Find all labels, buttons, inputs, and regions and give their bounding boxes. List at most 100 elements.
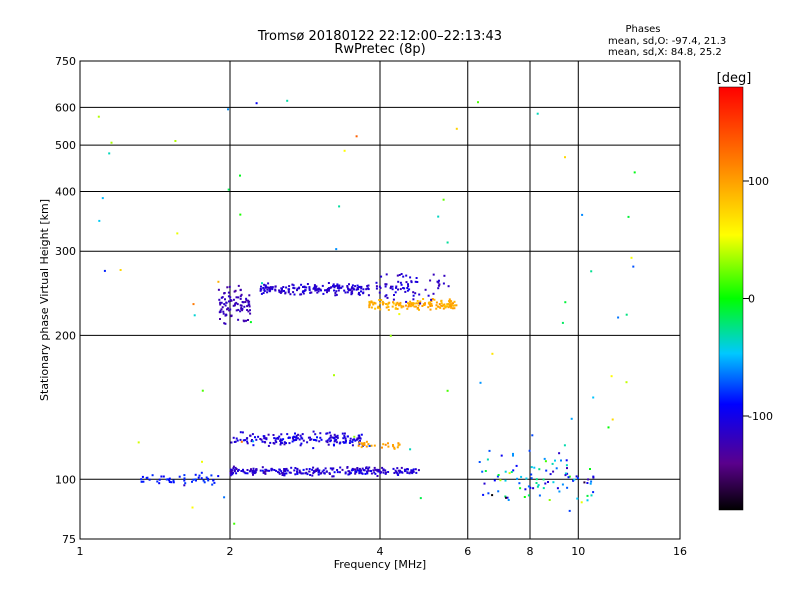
- data-point: [335, 248, 338, 251]
- data-point: [240, 293, 243, 296]
- data-point: [360, 446, 363, 449]
- data-point: [536, 485, 539, 488]
- data-point: [103, 269, 106, 272]
- data-point: [314, 289, 317, 292]
- x-tick-label: 1: [77, 545, 84, 558]
- data-point: [302, 286, 304, 288]
- data-point: [286, 433, 289, 436]
- data-point: [411, 472, 414, 475]
- data-point: [232, 304, 235, 307]
- data-point: [278, 468, 281, 471]
- data-point: [486, 458, 489, 461]
- data-point: [101, 197, 104, 200]
- data-point: [382, 471, 385, 474]
- data-point: [356, 467, 359, 469]
- data-point: [343, 432, 346, 435]
- data-point: [234, 440, 237, 443]
- data-point: [267, 282, 270, 285]
- data-point: [311, 474, 314, 477]
- data-point: [269, 441, 272, 444]
- data-point: [352, 438, 355, 441]
- data-point: [358, 467, 361, 470]
- data-point: [590, 480, 593, 483]
- data-point: [305, 468, 308, 471]
- data-point: [248, 294, 251, 297]
- data-point: [146, 476, 149, 479]
- data-point: [229, 474, 232, 477]
- data-point: [487, 492, 490, 495]
- data-point: [566, 486, 569, 489]
- data-point: [232, 465, 235, 468]
- data-point: [264, 285, 267, 288]
- data-point: [347, 470, 350, 473]
- x-tick-label: 10: [571, 545, 585, 558]
- data-point: [329, 467, 332, 470]
- data-point: [370, 470, 372, 472]
- data-point: [447, 285, 450, 288]
- data-point: [548, 499, 551, 501]
- data-point: [194, 473, 197, 476]
- data-point: [311, 468, 314, 471]
- data-point: [391, 305, 394, 308]
- data-point: [223, 496, 226, 499]
- data-point: [247, 301, 250, 304]
- data-point: [296, 472, 299, 475]
- data-point: [232, 298, 235, 301]
- chart-subtitle: RwPretec (8p): [334, 42, 425, 57]
- data-point: [246, 305, 249, 308]
- data-point: [265, 437, 268, 440]
- data-point: [429, 279, 432, 282]
- data-point: [227, 188, 230, 191]
- data-point: [325, 440, 328, 443]
- data-point: [418, 293, 421, 296]
- data-point: [478, 461, 481, 463]
- data-point: [412, 303, 415, 306]
- data-point: [296, 437, 299, 440]
- data-point: [444, 306, 447, 309]
- data-point: [300, 436, 303, 439]
- data-point: [396, 446, 399, 449]
- data-point: [317, 471, 320, 474]
- data-point: [405, 281, 408, 284]
- data-point: [354, 472, 357, 475]
- data-point: [419, 497, 422, 500]
- data-point: [512, 452, 514, 455]
- data-point: [183, 484, 186, 487]
- data-point: [397, 280, 400, 283]
- colorbar-label: [deg]: [717, 71, 752, 86]
- data-point: [240, 306, 243, 309]
- data-point: [355, 288, 358, 291]
- data-point: [392, 301, 395, 304]
- data-point: [367, 443, 370, 446]
- data-point: [205, 476, 208, 479]
- data-point: [326, 439, 329, 442]
- data-point: [406, 287, 409, 289]
- data-point: [393, 472, 396, 474]
- data-point: [110, 141, 113, 144]
- data-point: [356, 469, 359, 472]
- data-point: [542, 478, 545, 481]
- data-point: [565, 459, 568, 462]
- data-point: [491, 352, 494, 355]
- data-point: [379, 302, 382, 305]
- data-point: [298, 471, 301, 474]
- data-point: [407, 468, 409, 471]
- data-point: [381, 300, 384, 303]
- data-point: [142, 480, 145, 483]
- data-point: [549, 473, 552, 476]
- data-point: [354, 468, 357, 471]
- data-point: [404, 470, 407, 472]
- data-point: [394, 469, 397, 472]
- data-point: [339, 466, 342, 469]
- data-point: [561, 321, 564, 324]
- data-point: [410, 303, 413, 305]
- data-point: [280, 289, 283, 292]
- data-point: [392, 298, 395, 301]
- data-point: [397, 442, 400, 445]
- data-point: [382, 443, 385, 446]
- data-point: [365, 288, 368, 291]
- data-point: [482, 493, 485, 496]
- data-point: [310, 291, 313, 294]
- data-point: [328, 288, 331, 291]
- data-point: [262, 292, 265, 294]
